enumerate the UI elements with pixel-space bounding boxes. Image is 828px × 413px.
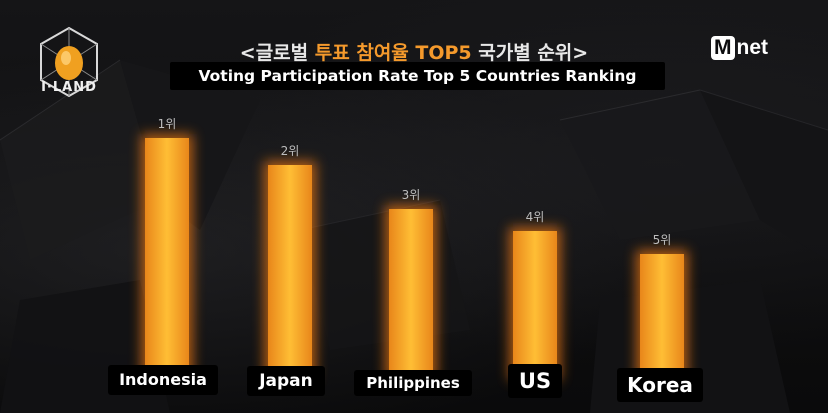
category-label-korea: Korea: [617, 368, 703, 402]
mnet-logo-m: M: [711, 36, 735, 60]
category-label-indonesia: Indonesia: [108, 365, 218, 395]
bar-korea: [640, 254, 684, 380]
rank-label-1: 1위: [158, 117, 177, 131]
bar-philippines: [389, 209, 433, 380]
bar-indonesia: [145, 138, 189, 380]
show-logo-text: I·LAND: [41, 80, 97, 95]
title-english: Voting Participation Rate Top 5 Countrie…: [170, 62, 665, 90]
category-label-japan: Japan: [247, 366, 325, 396]
rank-label-4: 4위: [526, 210, 545, 224]
title-korean-part-2: 투표 참여율 TOP5: [314, 42, 472, 64]
bar-us: [513, 231, 557, 380]
title-korean-part-1: <글로벌: [239, 42, 315, 64]
i-land-logo-icon: [40, 26, 98, 98]
mnet-logo-net: net: [736, 36, 769, 59]
category-label-philippines: Philippines: [354, 370, 472, 396]
title-korean-part-3: 국가별 순위>: [471, 42, 589, 64]
rank-label-2: 2위: [281, 144, 300, 158]
rank-label-3: 3위: [402, 188, 421, 202]
rank-label-5: 5위: [653, 233, 672, 247]
title-korean: <글로벌 투표 참여율 TOP5 국가별 순위>: [0, 38, 828, 65]
category-label-us: US: [508, 364, 562, 398]
bar-japan: [268, 165, 312, 380]
